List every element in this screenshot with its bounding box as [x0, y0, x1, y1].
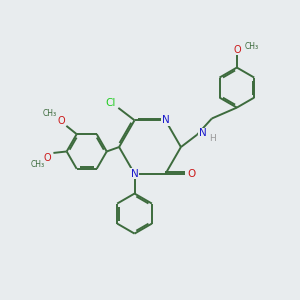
Text: CH₃: CH₃	[43, 109, 57, 118]
Text: Cl: Cl	[105, 98, 115, 108]
Text: H: H	[209, 134, 216, 143]
Text: O: O	[43, 153, 51, 163]
Text: CH₃: CH₃	[244, 42, 259, 51]
Text: N: N	[199, 128, 206, 138]
Text: O: O	[57, 116, 65, 126]
Text: N: N	[162, 115, 169, 125]
Text: O: O	[187, 169, 195, 179]
Text: N: N	[131, 169, 138, 179]
Text: O: O	[233, 45, 241, 55]
Text: CH₃: CH₃	[31, 160, 45, 169]
